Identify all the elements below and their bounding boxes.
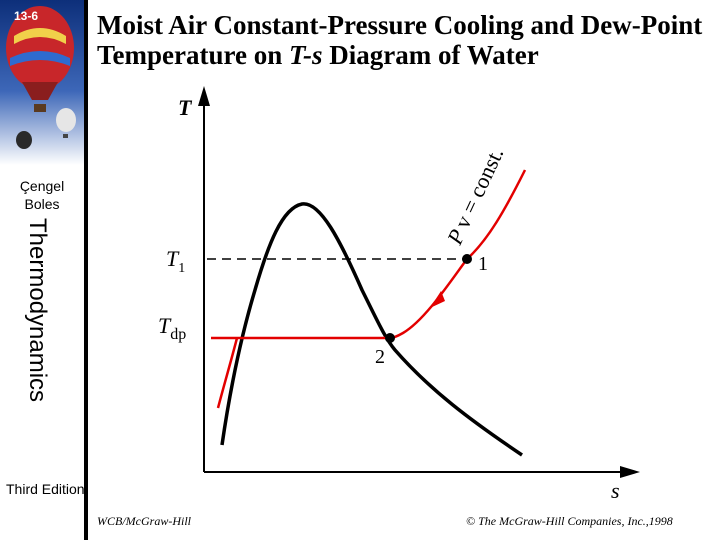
title-italic: T-s (289, 40, 323, 70)
edition-label: Third Edition (6, 481, 85, 497)
author-block: Çengel Boles (0, 177, 84, 213)
slide-number: 13-6 (14, 9, 39, 23)
state-point-1 (462, 254, 472, 264)
slide-title: Moist Air Constant-Pressure Cooling and … (97, 10, 712, 70)
tdp-symbol: T (158, 313, 172, 338)
pressure-curve-label: Pv = const. (441, 143, 508, 249)
footer-publisher: WCB/McGraw-Hill (97, 514, 191, 528)
sidebar: 13-6 Çengel Boles Thermodynamics Third E… (0, 0, 85, 540)
saturation-dome (220, 202, 523, 457)
t1-label: T1 (166, 246, 185, 276)
constant-pressure-line (389, 169, 527, 340)
title-main: Moist Air Constant-Pressure Cooling and … (97, 10, 703, 70)
t1-symbol: T (166, 246, 180, 271)
tdp-subscript: dp (170, 326, 186, 343)
process-arrow (430, 291, 445, 308)
y-axis-label: T (178, 95, 193, 120)
tdp-label: Tdp (158, 313, 186, 343)
point-2-label: 2 (375, 346, 385, 368)
author-cengel: Çengel (19, 178, 65, 194)
t1-subscript: 1 (178, 261, 185, 276)
x-axis-label: s (611, 478, 620, 503)
book-title: Thermodynamics (24, 218, 51, 403)
author-boles: Boles (24, 196, 60, 212)
state-point-2 (385, 333, 395, 343)
liquid-line (216, 337, 239, 409)
balloon-photo (0, 0, 84, 165)
sidebar-divider (84, 0, 88, 540)
title-end: Diagram of Water (322, 40, 539, 70)
point-1-label: 1 (478, 253, 488, 275)
footer-copyright: © The McGraw-Hill Companies, Inc.,1998 (466, 514, 673, 528)
